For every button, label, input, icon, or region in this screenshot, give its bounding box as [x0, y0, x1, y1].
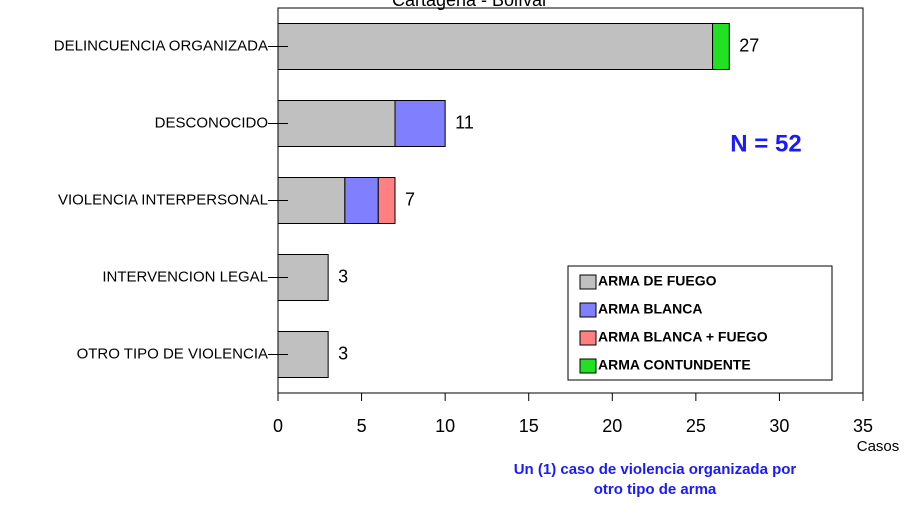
y-tick-label: DELINCUENCIA ORGANIZADA [54, 37, 268, 54]
annotation: N = 52 [730, 130, 801, 157]
bar-segment [394, 100, 446, 147]
legend-swatch [579, 330, 597, 346]
total-label: 27 [739, 35, 759, 55]
bar-segment [344, 177, 379, 224]
legend-swatch [579, 302, 597, 318]
y-tick-label: DESCONOCIDO [155, 114, 268, 131]
x-tick-label: 20 [602, 416, 622, 436]
y-tick-label: OTRO TIPO DE VIOLENCIA [77, 345, 268, 362]
x-tick-label: 30 [769, 416, 789, 436]
legend-label: ARMA BLANCA + FUEGO [598, 329, 768, 345]
note: Un (1) caso de violencia organizada por … [513, 461, 797, 498]
bar-segment [277, 177, 346, 224]
x-tick-label: 15 [519, 416, 539, 436]
x-tick-label: 5 [357, 416, 367, 436]
legend-label: ARMA BLANCA [598, 301, 702, 317]
legend-box [567, 265, 833, 381]
x-tick-label: 10 [435, 416, 455, 436]
total-label: 3 [338, 343, 348, 363]
legend-swatch [579, 274, 597, 290]
x-axis-label: Casos [857, 438, 900, 455]
total-label: 11 [455, 112, 474, 132]
y-tick-label: INTERVENCION LEGAL [102, 268, 268, 285]
legend-label: ARMA CONTUNDENTE [598, 357, 751, 373]
x-tick-label: 0 [273, 416, 283, 436]
x-tick-label: 35 [853, 416, 873, 436]
y-tick-label: VIOLENCIA INTERPERSONAL [58, 191, 268, 208]
chart-title: Cartagena - Bolívar [392, 0, 548, 10]
legend-label: ARMA DE FUEGO [598, 273, 717, 289]
total-label: 7 [405, 189, 415, 209]
bar-segment [277, 100, 396, 147]
bar-segment [712, 23, 730, 70]
total-label: 3 [338, 266, 348, 286]
x-tick-label: 25 [686, 416, 706, 436]
bar-segment [377, 177, 396, 224]
legend-swatch [579, 358, 597, 374]
bar-segment [277, 23, 714, 70]
note-box: Un (1) caso de violencia organizada por … [513, 461, 797, 498]
